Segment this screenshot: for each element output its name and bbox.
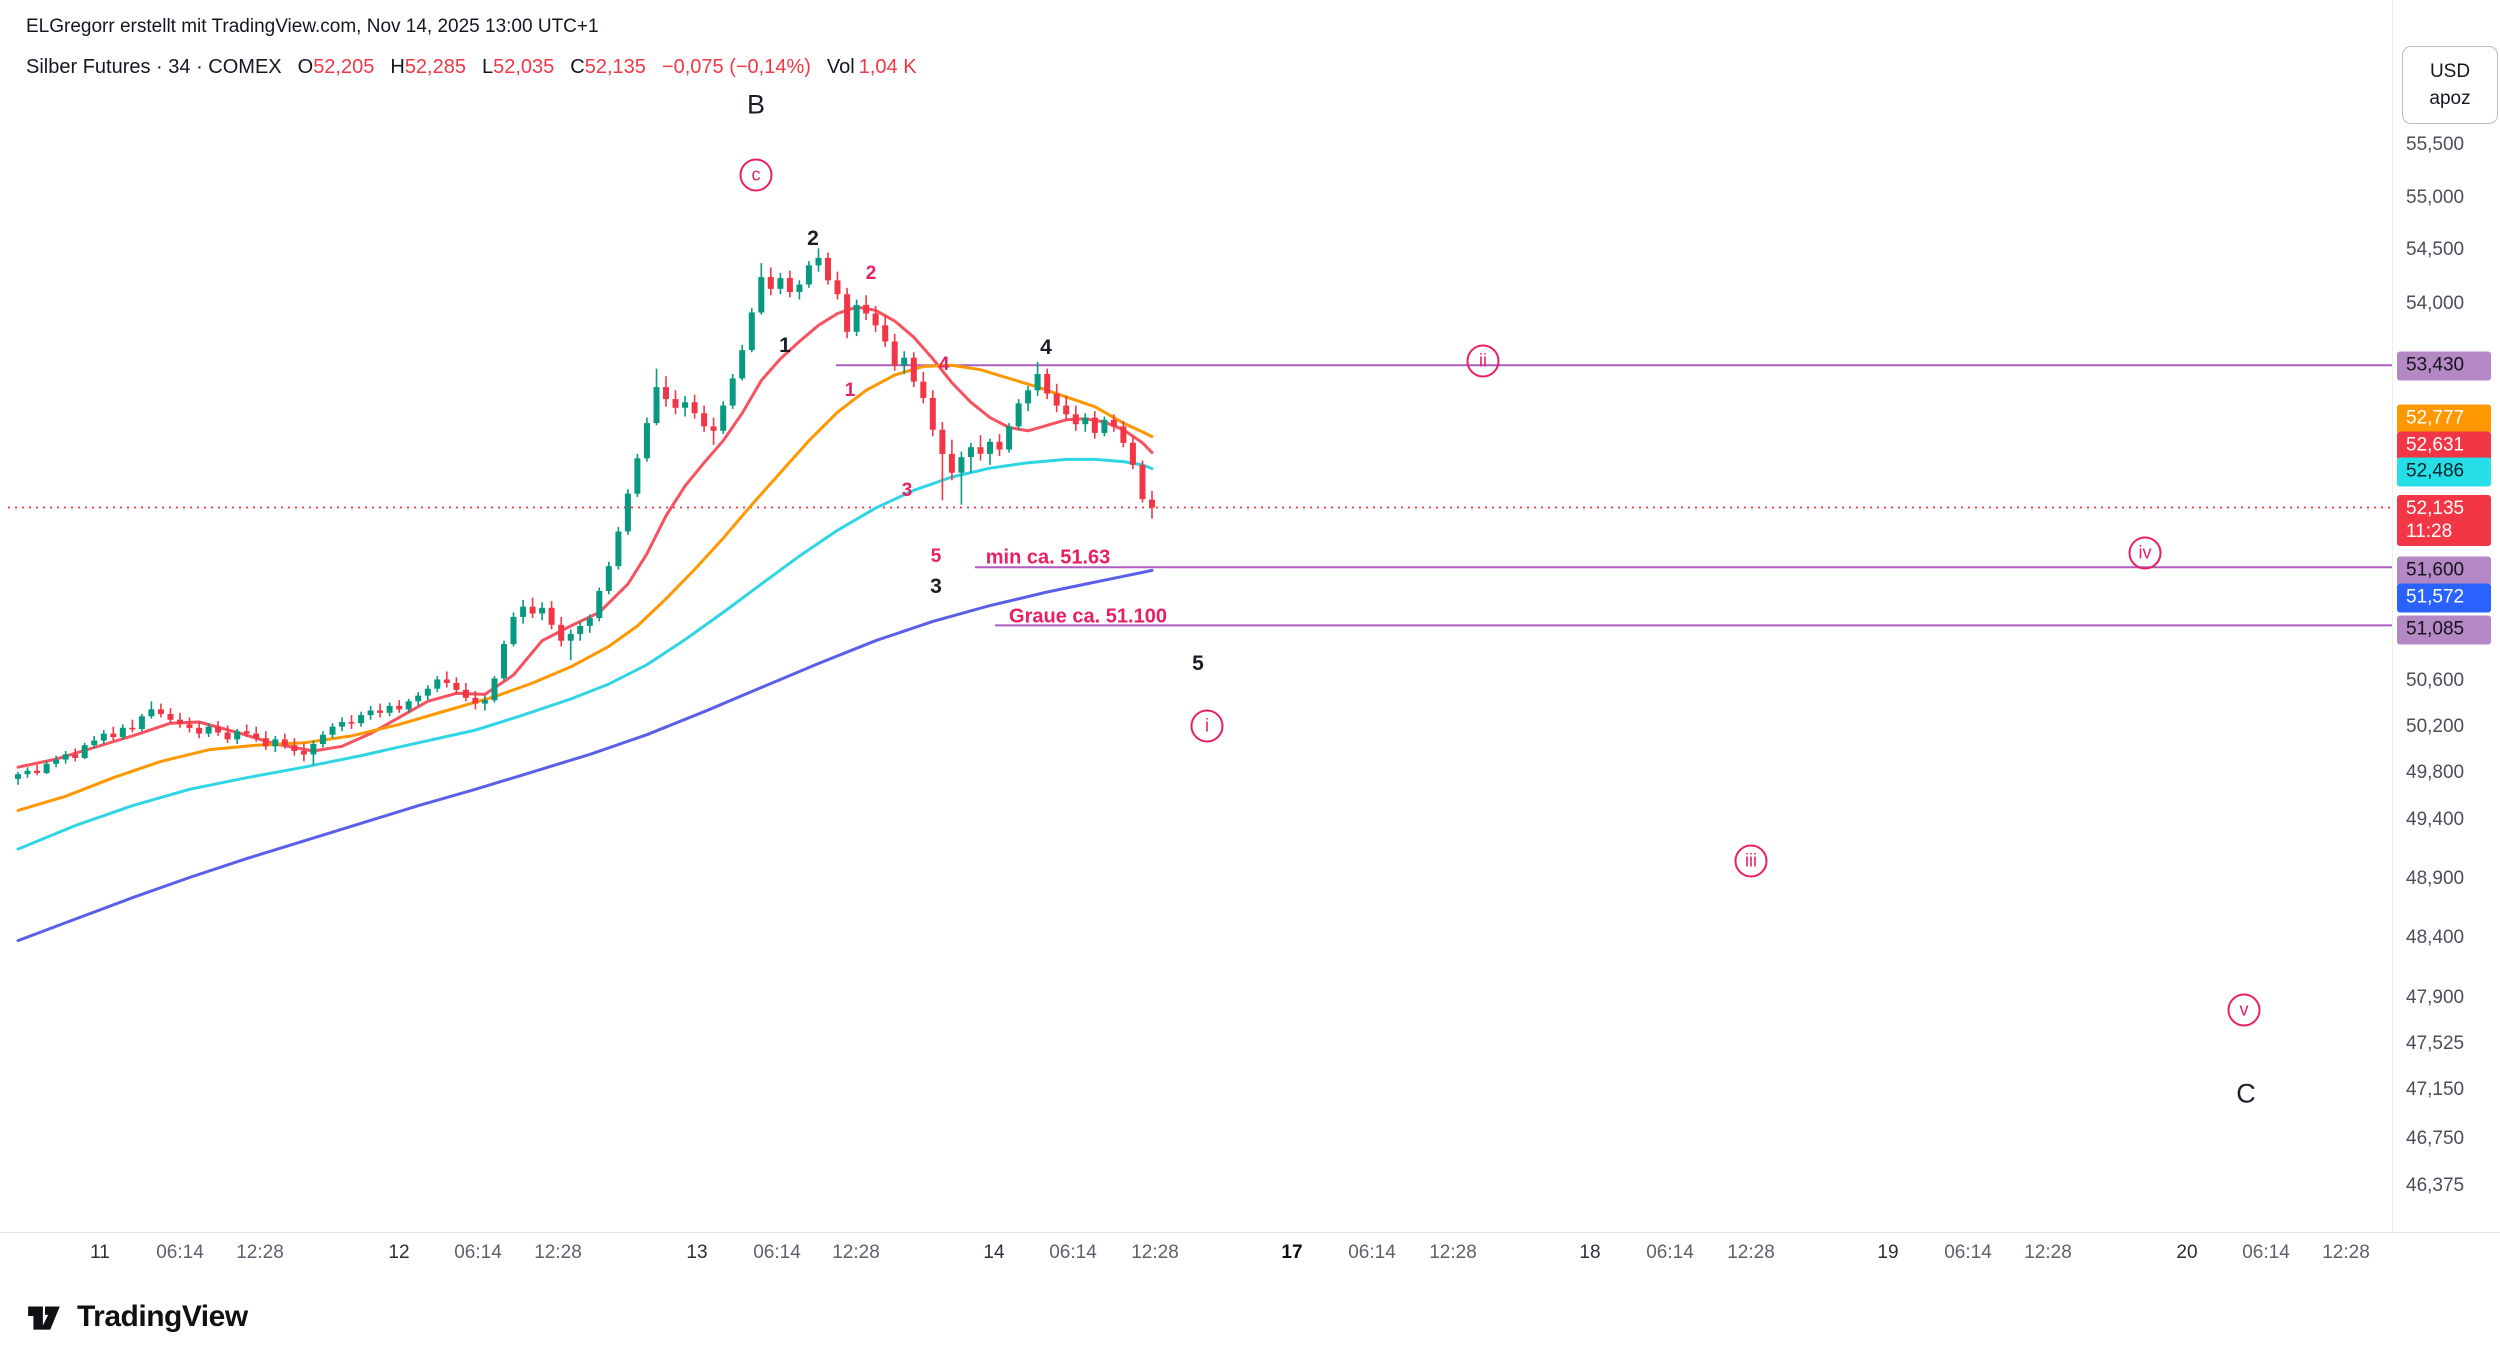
time-tick: 06:14 [753, 1242, 801, 1263]
time-tick: 06:14 [1049, 1242, 1097, 1263]
wave-label-B[interactable]: B [746, 89, 766, 120]
wave-label-2[interactable]: 2 [807, 227, 819, 250]
wave-label-c[interactable]: c [739, 158, 773, 192]
price-tick: 55,000 [2406, 186, 2465, 208]
time-tick: 12:28 [1429, 1242, 1477, 1263]
attribution-text: ELGregorr erstellt mit TradingView.com, … [26, 16, 599, 37]
wave-label-iii[interactable]: iii [1734, 844, 1768, 878]
price-tick: 54,500 [2406, 239, 2465, 261]
price-tick: 49,400 [2406, 808, 2465, 830]
time-tick: 12:28 [2322, 1242, 2370, 1263]
time-tick: 06:14 [1944, 1242, 1992, 1263]
time-tick: 20 [2176, 1242, 2198, 1263]
time-axis[interactable]: 11 06:14 12:28 12 06:14 12:28 13 06:14 12:28 14 06… [0, 1232, 2500, 1277]
time-tick: 13 [686, 1242, 708, 1263]
wave-label-C[interactable]: C [2236, 1078, 2256, 1109]
price-badge: 51,572 [2397, 583, 2491, 613]
axis-currency-label: USD [2429, 60, 2471, 82]
ohlc-low: L52,035 [481, 56, 555, 78]
ma-blue-line [16, 568, 1154, 943]
bar-countdown: 11:28 [2406, 521, 2453, 542]
time-tick: 06:14 [2242, 1242, 2290, 1263]
time-tick: 14 [983, 1242, 1005, 1263]
footer-bar: TradingView [0, 1276, 2500, 1356]
volume: Vol 1,04 K [826, 56, 917, 78]
price-badge: 53,430 [2397, 351, 2491, 381]
symbol-legend-bar: Silber Futures · 34 · COMEX O52,205 H52,… [26, 56, 917, 79]
wave-label-3[interactable]: 3 [901, 480, 913, 501]
price-badge: 52,777 [2397, 404, 2491, 434]
time-tick: 17 [1281, 1242, 1303, 1263]
axis-unit-box[interactable]: USD apoz [2402, 46, 2498, 124]
price-badge: 52,631 [2397, 431, 2491, 461]
price-tick: 49,800 [2406, 762, 2465, 783]
axis-unit-label: apoz [2429, 87, 2471, 109]
price-tick: 48,900 [2406, 867, 2465, 889]
time-tick: 12:28 [1727, 1242, 1775, 1263]
wave-label-4[interactable]: 4 [1040, 336, 1052, 359]
current-price-value: 52,135 [2406, 498, 2465, 519]
price-tick: 46,375 [2406, 1174, 2465, 1196]
ohlc-high: H52,285 [390, 56, 466, 78]
wave-label-v[interactable]: v [2227, 993, 2261, 1027]
note-label[interactable]: Graue ca. 51.100 [1009, 605, 1167, 628]
price-tick: 50,600 [2406, 669, 2465, 691]
price-badge: 51,600 [2397, 556, 2491, 586]
time-tick: 12:28 [832, 1242, 880, 1263]
wave-label-1[interactable]: 1 [779, 334, 791, 357]
time-tick: 12:28 [534, 1242, 582, 1263]
brand-wordmark[interactable]: TradingView [77, 1299, 248, 1333]
price-chart[interactable] [0, 0, 2500, 1232]
time-tick: 18 [1579, 1242, 1601, 1263]
time-tick: 12:28 [236, 1242, 284, 1263]
wave-label-3[interactable]: 3 [930, 575, 942, 598]
wave-label-5[interactable]: 5 [1192, 652, 1204, 675]
price-axis[interactable]: 55,500 55,000 54,500 54,000 50,600 50,200 49,8… [2396, 0, 2500, 1232]
change-value: −0,075 (−0,14%) [661, 56, 811, 78]
price-tick: 47,150 [2406, 1078, 2465, 1100]
price-tick: 55,500 [2406, 134, 2465, 156]
time-tick: 12 [388, 1242, 410, 1263]
price-badge: 52,486 [2397, 457, 2491, 487]
ma-orange-line [16, 363, 1154, 812]
ma-red-line [16, 305, 1154, 769]
time-tick: 12:28 [2024, 1242, 2072, 1263]
symbol-title[interactable]: Silber Futures · 34 · COMEX [26, 56, 282, 78]
price-tick: 50,200 [2406, 715, 2465, 737]
price-tick: 47,900 [2406, 987, 2465, 1009]
wave-label-2[interactable]: 2 [865, 263, 877, 284]
wave-label-4[interactable]: 4 [938, 354, 950, 375]
ma-cyan-line [16, 457, 1154, 851]
time-tick: 11 [90, 1242, 110, 1263]
ohlc-close: C52,135 [570, 56, 646, 78]
wave-label-i[interactable]: i [1190, 709, 1224, 743]
time-tick: 12:28 [1131, 1242, 1179, 1263]
time-tick: 06:14 [454, 1242, 502, 1263]
note-label[interactable]: min ca. 51.63 [985, 546, 1111, 569]
price-axis-separator [2392, 0, 2393, 1232]
time-tick: 06:14 [156, 1242, 204, 1263]
wave-label-5[interactable]: 5 [930, 546, 942, 567]
tradingview-logo-icon[interactable] [26, 1298, 64, 1336]
price-tick: 54,000 [2406, 292, 2465, 314]
wave-label-ii[interactable]: ii [1466, 344, 1500, 378]
price-tick: 48,400 [2406, 927, 2465, 949]
price-tick: 47,525 [2406, 1033, 2465, 1054]
time-tick: 06:14 [1348, 1242, 1396, 1263]
current-price-badge: 52,135 11:28 [2397, 495, 2491, 546]
price-badge: 51,085 [2397, 615, 2491, 645]
wave-label-1[interactable]: 1 [844, 380, 856, 401]
time-tick: 19 [1877, 1242, 1899, 1263]
ohlc-open: O52,205 [297, 56, 375, 78]
candles-group [15, 248, 1155, 785]
wave-label-iv[interactable]: iv [2128, 536, 2162, 570]
price-tick: 46,750 [2406, 1128, 2465, 1150]
time-tick: 06:14 [1646, 1242, 1694, 1263]
